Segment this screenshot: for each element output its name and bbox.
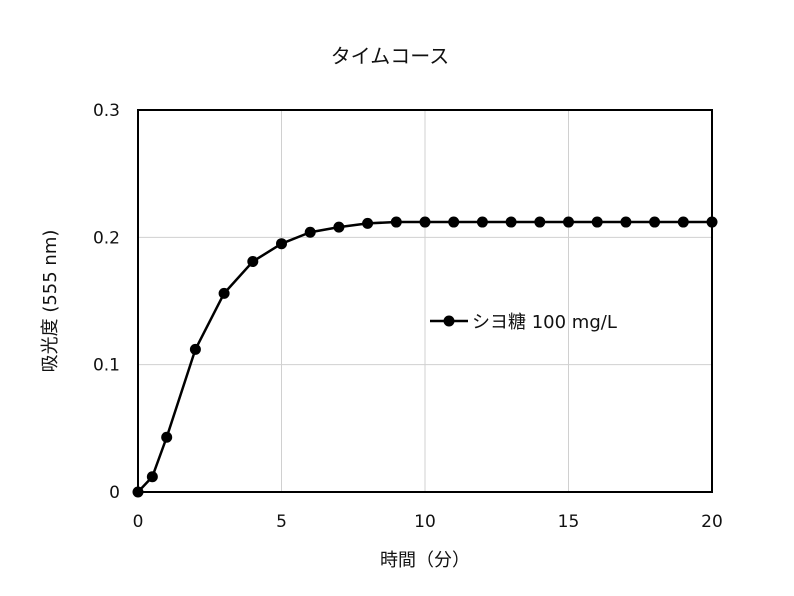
data-point xyxy=(218,287,230,299)
x-tick-label: 5 xyxy=(276,512,287,532)
x-tick-label: 15 xyxy=(558,512,580,532)
data-point xyxy=(146,471,158,483)
y-tick-label: 0.2 xyxy=(93,228,120,248)
data-point xyxy=(419,216,431,228)
x-tick-label: 0 xyxy=(133,512,144,532)
data-point xyxy=(505,216,517,228)
data-point xyxy=(390,216,402,228)
series-line xyxy=(137,220,712,493)
gridlines xyxy=(138,110,712,492)
y-tick-label: 0.3 xyxy=(93,101,120,121)
x-axis-label: 時間（分） xyxy=(380,550,470,571)
x-tick-label: 20 xyxy=(701,512,723,532)
data-point xyxy=(563,216,574,228)
data-point xyxy=(362,217,374,229)
y-axis-label: 吸光度 (555 nm) xyxy=(40,230,61,373)
y-tick-label: 0.1 xyxy=(93,356,120,376)
data-point xyxy=(247,256,259,268)
data-point xyxy=(620,216,632,228)
data-point xyxy=(476,216,488,228)
data-point xyxy=(649,216,661,228)
data-point xyxy=(534,216,546,228)
data-point xyxy=(677,216,689,228)
data-point xyxy=(304,226,316,238)
plot-area-frame xyxy=(137,109,713,493)
legend: シヨ糖 100 mg/L xyxy=(430,312,617,333)
data-point xyxy=(161,431,173,443)
data-point xyxy=(276,238,287,250)
x-axis-ticks: 0 5 10 15 20 xyxy=(133,512,723,532)
y-tick-label: 0 xyxy=(109,483,120,503)
y-axis-ticks: 0 0.1 0.2 0.3 xyxy=(93,101,120,503)
chart-title: タイムコース xyxy=(331,44,450,68)
legend-marker-swatch xyxy=(443,315,455,327)
data-point xyxy=(591,216,603,228)
series-group xyxy=(132,216,718,498)
data-point xyxy=(706,216,718,228)
data-point xyxy=(132,486,144,498)
x-tick-label: 10 xyxy=(414,512,436,532)
data-point xyxy=(448,216,460,228)
data-point xyxy=(189,343,201,355)
data-point xyxy=(333,221,345,233)
legend-series-label: シヨ糖 100 mg/L xyxy=(472,312,617,333)
